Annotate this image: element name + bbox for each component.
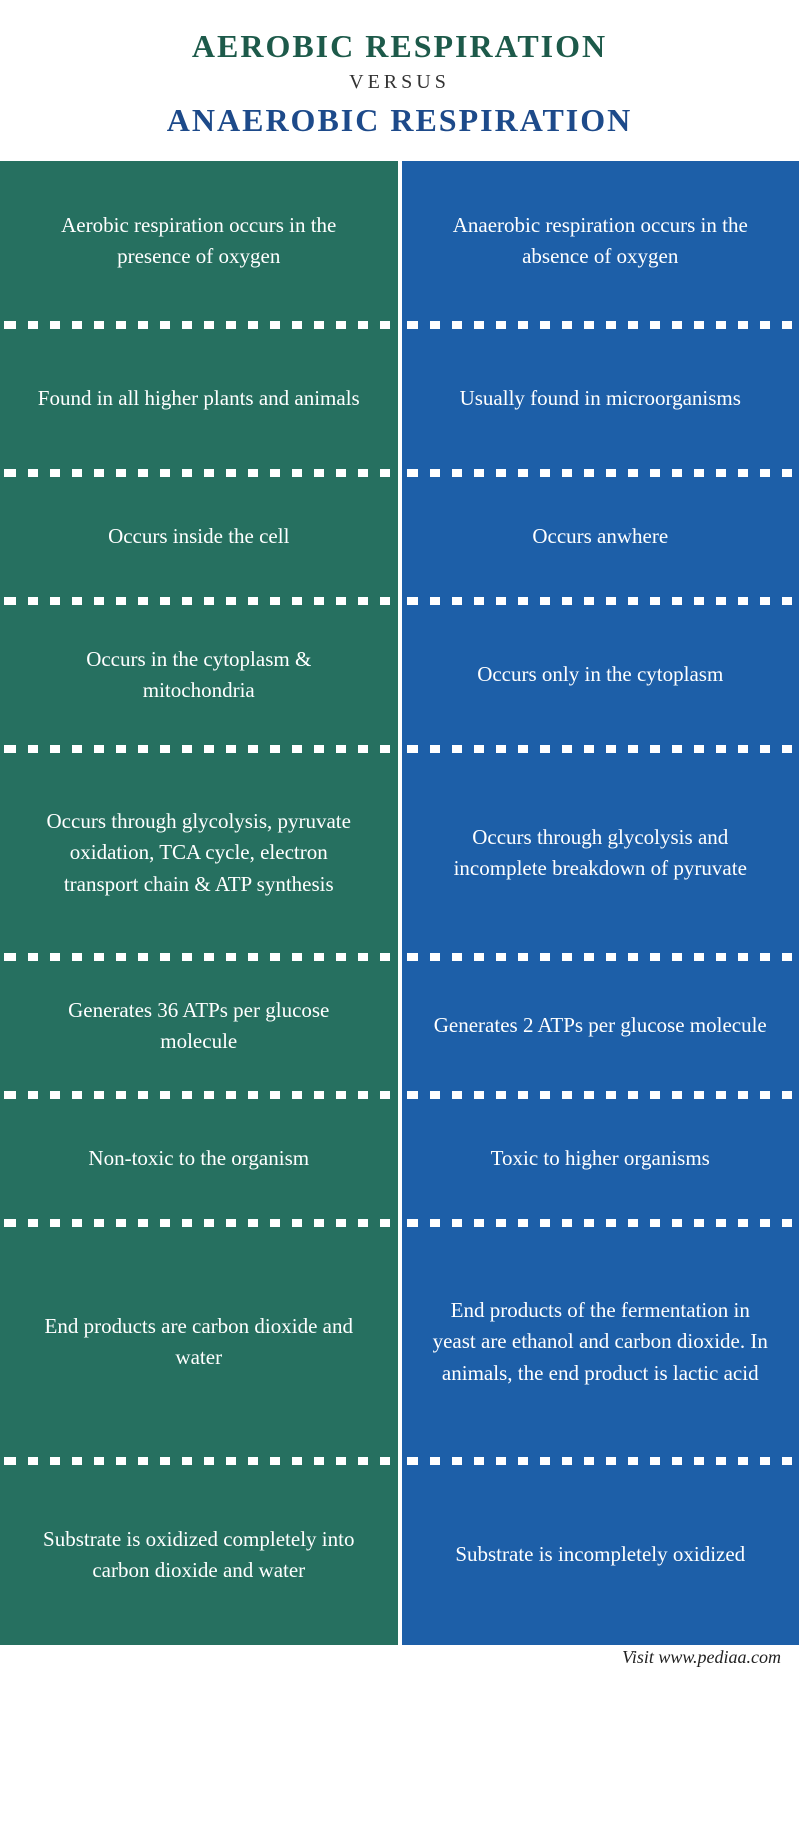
anaerobic-cell: End products of the fermentation in yeas… [402,1227,799,1457]
aerobic-cell: Generates 36 ATPs per glucose molecule [0,961,398,1091]
row-separator [0,953,398,961]
row-separator [402,597,799,605]
title-anaerobic: ANAEROBIC RESPIRATION [20,102,779,139]
aerobic-cell: Non-toxic to the organism [0,1099,398,1219]
aerobic-cell: Occurs through glycolysis, pyruvate oxid… [0,753,398,953]
anaerobic-cell: Occurs through glycolysis and incomplete… [402,753,799,953]
title-aerobic: AEROBIC RESPIRATION [20,28,779,65]
versus-text: VERSUS [20,71,779,94]
row-separator [0,597,398,605]
anaerobic-cell: Generates 2 ATPs per glucose molecule [402,961,799,1091]
row-separator [402,1457,799,1465]
row-separator [402,1219,799,1227]
aerobic-cell: Substrate is oxidized completely into ca… [0,1465,398,1645]
anaerobic-cell: Substrate is incompletely oxidized [402,1465,799,1645]
aerobic-cell: Found in all higher plants and animals [0,329,398,469]
header: AEROBIC RESPIRATION VERSUS ANAEROBIC RES… [0,0,799,161]
aerobic-cell: Aerobic respiration occurs in the presen… [0,161,398,321]
footer-link: Visit www.pediaa.com [0,1645,799,1676]
anaerobic-column: Anaerobic respiration occurs in the abse… [402,161,799,1645]
anaerobic-cell: Occurs only in the cytoplasm [402,605,799,745]
row-separator [402,1091,799,1099]
row-separator [402,745,799,753]
row-separator [402,321,799,329]
row-separator [402,469,799,477]
row-separator [0,1457,398,1465]
aerobic-cell: End products are carbon dioxide and wate… [0,1227,398,1457]
row-separator [0,321,398,329]
anaerobic-cell: Toxic to higher organisms [402,1099,799,1219]
row-separator [0,1219,398,1227]
aerobic-cell: Occurs inside the cell [0,477,398,597]
row-separator [0,745,398,753]
anaerobic-cell: Occurs anwhere [402,477,799,597]
aerobic-column: Aerobic respiration occurs in the presen… [0,161,398,1645]
comparison-columns: Aerobic respiration occurs in the presen… [0,161,799,1645]
row-separator [402,953,799,961]
row-separator [0,469,398,477]
anaerobic-cell: Anaerobic respiration occurs in the abse… [402,161,799,321]
aerobic-cell: Occurs in the cytoplasm & mitochondria [0,605,398,745]
row-separator [0,1091,398,1099]
anaerobic-cell: Usually found in microorganisms [402,329,799,469]
